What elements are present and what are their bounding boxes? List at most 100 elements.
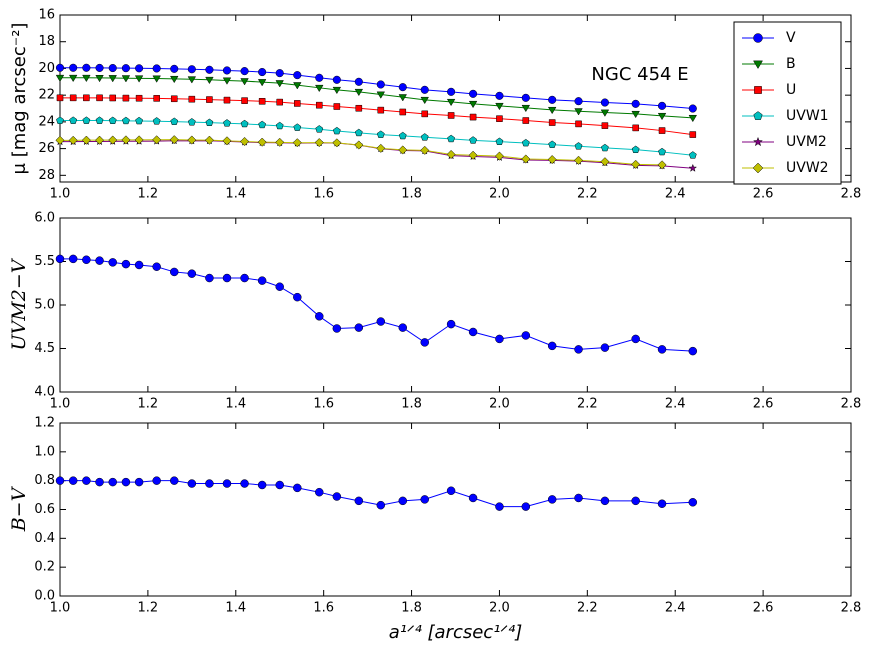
marker (206, 96, 213, 103)
marker (332, 86, 342, 95)
marker (55, 74, 65, 83)
marker (332, 492, 342, 501)
marker (95, 63, 104, 72)
x-tick-label: 2.0 (489, 601, 510, 616)
plot-area (59, 422, 852, 597)
marker (547, 495, 557, 504)
marker (521, 104, 531, 113)
marker (222, 77, 232, 85)
marker (121, 64, 130, 73)
marker (468, 327, 478, 337)
marker (547, 106, 557, 115)
marker (447, 134, 456, 143)
marker (187, 118, 196, 126)
marker (469, 113, 477, 121)
marker (354, 140, 364, 150)
marker (95, 75, 104, 83)
x-tick-label: 1.4 (225, 187, 246, 202)
marker (521, 154, 531, 164)
marker (469, 89, 478, 98)
y-tick-label: 5.0 (34, 298, 55, 313)
y-tick-label: 16 (38, 8, 55, 23)
x-tick-label: 1.8 (401, 397, 422, 412)
marker (522, 117, 530, 124)
legend-label: V (786, 30, 796, 46)
legend-label: B (786, 56, 796, 72)
marker (688, 151, 697, 159)
marker (240, 136, 250, 147)
marker (121, 477, 131, 487)
marker (376, 500, 386, 510)
marker (548, 95, 557, 104)
marker (333, 103, 341, 110)
marker (658, 147, 666, 156)
marker (81, 135, 91, 145)
x-tick-label: 1.2 (138, 397, 159, 412)
marker (170, 267, 179, 277)
marker (55, 63, 65, 72)
marker (547, 341, 557, 351)
y-tick-label: 24 (38, 114, 55, 129)
marker (109, 94, 117, 102)
marker (55, 254, 65, 264)
marker (688, 498, 698, 507)
y-tick-label: 22 (38, 88, 55, 103)
marker (108, 477, 117, 487)
marker (275, 121, 284, 130)
marker (332, 138, 342, 148)
marker (574, 345, 583, 354)
marker (377, 106, 385, 114)
marker (332, 126, 341, 135)
marker (134, 477, 144, 487)
marker (152, 135, 162, 145)
marker (753, 33, 763, 43)
marker (398, 496, 408, 506)
y-axis-label: μ [mag arcsec⁻²] (9, 23, 30, 175)
marker (187, 65, 196, 74)
y-tick-label: 1.2 (34, 416, 55, 431)
legend-label: UVW2 (786, 160, 829, 176)
legend-label: UVW1 (786, 108, 829, 124)
marker (657, 160, 667, 170)
marker (187, 269, 197, 278)
marker (258, 120, 267, 129)
legend-label: UVM2 (786, 134, 827, 150)
marker (657, 499, 667, 508)
marker (314, 138, 324, 148)
y-tick-label: 0.8 (34, 473, 55, 488)
marker (575, 120, 582, 128)
y-tick-label: 0.6 (34, 502, 55, 517)
marker (631, 334, 640, 344)
marker (631, 496, 640, 506)
x-tick-label: 2.0 (489, 397, 510, 412)
marker (574, 97, 583, 106)
marker (376, 130, 385, 138)
marker (398, 323, 408, 332)
marker (82, 63, 91, 72)
x-tick-label: 2.6 (753, 187, 774, 202)
marker (495, 502, 504, 511)
marker (275, 480, 284, 490)
marker (68, 74, 78, 83)
marker (108, 75, 117, 83)
marker (376, 80, 385, 89)
marker (315, 73, 324, 82)
marker (521, 138, 530, 147)
marker (152, 75, 161, 83)
x-tick-label: 1.2 (138, 187, 159, 202)
plot-area (59, 217, 852, 393)
marker (574, 142, 583, 150)
marker (468, 100, 478, 109)
marker (469, 136, 477, 144)
marker (574, 493, 583, 503)
annotation: NGC 454 E (591, 64, 688, 85)
y-tick-label: 1.0 (34, 444, 55, 459)
marker (293, 483, 302, 493)
marker (205, 273, 214, 283)
x-tick-label: 2.4 (665, 187, 686, 202)
marker (315, 125, 324, 133)
marker (222, 136, 232, 146)
x-tick-label: 1.4 (225, 397, 246, 412)
marker (689, 131, 697, 138)
marker (108, 258, 117, 267)
